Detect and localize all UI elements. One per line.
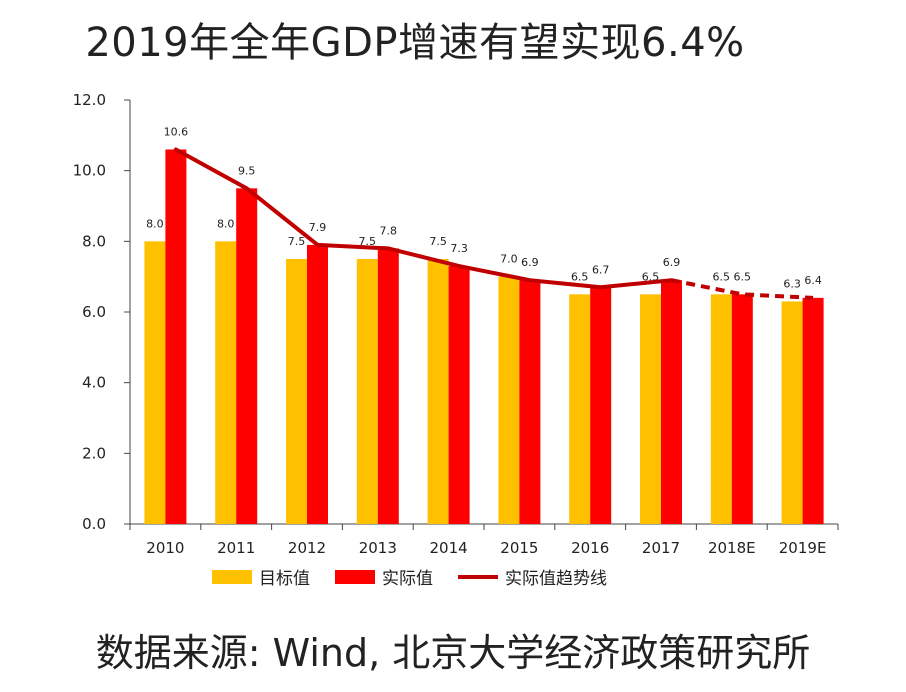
actual-bar xyxy=(661,280,682,524)
target-bar xyxy=(781,301,803,524)
y-tick-label: 2.0 xyxy=(82,444,106,462)
actual-bar xyxy=(731,294,753,524)
actual-data-label: 6.4 xyxy=(804,274,822,287)
actual-data-label: 7.8 xyxy=(380,224,398,237)
actual-bar xyxy=(590,287,612,524)
target-bar xyxy=(427,259,449,524)
y-tick-label: 6.0 xyxy=(82,303,106,321)
legend-label: 实际值 xyxy=(382,569,433,589)
actual-data-label: 6.7 xyxy=(592,263,610,276)
target-data-label: 6.5 xyxy=(713,270,731,283)
target-bar xyxy=(356,259,378,524)
y-tick-label: 0.0 xyxy=(82,515,106,533)
bars xyxy=(144,149,824,525)
data-source-note: 数据来源: Wind, 北京大学经济政策研究所 xyxy=(95,631,811,675)
target-bar xyxy=(640,294,661,524)
actual-data-label: 6.9 xyxy=(663,256,681,269)
legend: 目标值 实际值 实际值趋势线 xyxy=(212,569,607,589)
y-tick-label: 12.0 xyxy=(73,91,106,109)
target-bar xyxy=(215,241,237,525)
actual-bar xyxy=(377,248,399,524)
actual-bar xyxy=(236,188,258,525)
actual-bar xyxy=(165,149,187,524)
actual-data-label: 10.6 xyxy=(164,125,189,138)
x-tick-label: 2013 xyxy=(359,539,397,557)
actual-data-label: 6.5 xyxy=(734,270,752,283)
x-axis: 2010 2011 2012 2013 2014 2015 2016 2017 2018E 201… xyxy=(129,523,839,557)
legend-label: 目标值 xyxy=(259,569,310,589)
x-tick-label: 2012 xyxy=(288,539,326,557)
target-bar xyxy=(144,241,166,525)
actual-data-label: 9.5 xyxy=(238,164,256,177)
legend-swatch xyxy=(335,570,375,584)
y-axis: 0.0 2.0 4.0 6.0 8.0 10.0 12.0 xyxy=(73,91,131,533)
actual-data-label: 7.3 xyxy=(450,242,468,255)
target-data-label: 7.5 xyxy=(359,235,377,248)
trend-line xyxy=(173,147,814,300)
actual-bar xyxy=(519,280,541,524)
target-bar xyxy=(710,294,732,524)
actual-data-label: 6.9 xyxy=(521,256,539,269)
target-data-label: 7.0 xyxy=(500,253,518,266)
actual-data-label: 7.9 xyxy=(309,221,327,234)
target-data-label: 6.5 xyxy=(642,270,660,283)
trend-line-solid xyxy=(173,147,674,290)
x-tick-label: 2017 xyxy=(642,539,680,557)
x-tick-label: 2015 xyxy=(500,539,538,557)
target-data-label: 8.0 xyxy=(217,217,235,230)
target-bar xyxy=(498,276,520,524)
target-data-label: 7.5 xyxy=(288,235,306,248)
legend-label: 实际值趋势线 xyxy=(505,569,607,589)
data-labels: 8.010.68.09.57.57.97.57.87.57.37.0 6.96.5… xyxy=(146,125,822,290)
target-bar xyxy=(569,294,591,524)
x-tick-label: 2018E xyxy=(708,539,756,557)
x-tick-label: 2014 xyxy=(430,539,468,557)
x-tick-label: 2019E xyxy=(779,539,827,557)
y-tick-label: 10.0 xyxy=(73,162,106,180)
target-data-label: 6.3 xyxy=(783,277,801,290)
target-data-label: 7.5 xyxy=(429,235,447,248)
actual-bar xyxy=(448,266,470,524)
y-tick-label: 8.0 xyxy=(82,232,106,250)
y-tick-label: 4.0 xyxy=(82,374,106,392)
x-tick-label: 2010 xyxy=(146,539,184,557)
actual-bar xyxy=(307,244,328,524)
chart-title: 2019年全年GDP增速有望实现6.4% xyxy=(85,20,745,66)
x-tick-label: 2016 xyxy=(571,539,609,557)
actual-bar xyxy=(802,297,824,524)
x-tick-label: 2011 xyxy=(217,539,255,557)
target-data-label: 8.0 xyxy=(146,217,164,230)
target-data-label: 6.5 xyxy=(571,270,589,283)
target-bar xyxy=(286,259,307,524)
legend-swatch xyxy=(212,570,252,584)
